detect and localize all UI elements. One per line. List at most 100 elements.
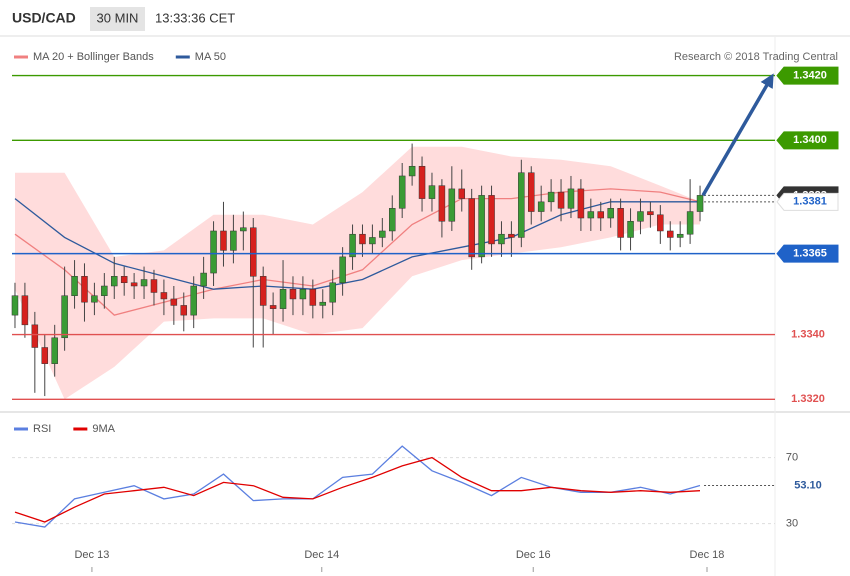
candle-body — [547, 191, 555, 203]
candle-body — [448, 188, 456, 222]
candle-body — [319, 301, 327, 306]
candle-body — [309, 288, 317, 306]
candle-body — [41, 347, 49, 364]
candle-body — [468, 198, 475, 258]
series-line — [14, 456, 701, 523]
projection-arrow — [701, 73, 774, 197]
legend-label: 9MA — [92, 423, 115, 435]
x-tick-label: Dec 13 — [74, 549, 109, 561]
candle-body — [21, 295, 29, 326]
candle-body — [81, 276, 88, 303]
candle-body — [349, 233, 356, 258]
candle-body — [686, 211, 694, 235]
x-tick-label: Dec 16 — [516, 549, 551, 561]
candle-body — [140, 279, 148, 287]
candle-body — [71, 276, 78, 296]
candle-body — [299, 288, 307, 300]
candle-body — [279, 288, 287, 309]
legend-label: MA 20 + Bollinger Bands — [33, 51, 154, 63]
symbol: USD/CAD — [12, 10, 76, 26]
candle-body — [498, 233, 505, 245]
candle-body — [408, 165, 416, 177]
level-label: 1.3400 — [793, 134, 827, 146]
candle-body — [150, 279, 158, 293]
candle-body — [250, 227, 257, 277]
candle-body — [210, 230, 217, 274]
candle-body — [359, 233, 366, 245]
level-label: 1.3340 — [791, 328, 825, 340]
candle-body — [528, 172, 535, 212]
level-tag — [776, 66, 839, 85]
candle-body — [339, 256, 346, 284]
legend-label: MA 50 — [195, 51, 226, 63]
candle-body — [398, 175, 406, 209]
candle-body — [518, 172, 525, 238]
x-tick-label: Dec 18 — [690, 549, 725, 561]
timeframe-box — [90, 7, 145, 31]
candle-body — [51, 337, 58, 364]
legend-label: RSI — [33, 423, 51, 435]
source: Research © 2018 Trading Central — [674, 51, 838, 63]
candle-body — [567, 188, 575, 209]
candle-body — [508, 233, 515, 238]
candle-body — [369, 237, 376, 245]
series-line — [14, 188, 701, 316]
level-tag — [776, 131, 839, 150]
candle-body — [120, 276, 128, 284]
candle-body — [557, 191, 565, 209]
candle-body — [61, 295, 68, 339]
candle-body — [329, 282, 336, 303]
candle-body — [269, 305, 277, 309]
candle-body — [478, 195, 485, 258]
series-line — [14, 198, 700, 290]
candle-body — [220, 230, 227, 251]
y-tick-label: 70 — [786, 452, 798, 464]
candle-body — [617, 208, 624, 238]
candle-body — [657, 214, 664, 232]
candle-body — [587, 211, 595, 219]
level-label: 1.3420 — [793, 70, 827, 82]
level-tag — [776, 192, 839, 211]
candle-body — [488, 195, 495, 245]
candle-body — [190, 285, 197, 316]
time: 13:33:36 CET — [155, 10, 235, 25]
candle-body — [289, 288, 297, 300]
candle-body — [111, 276, 118, 287]
candle-body — [537, 201, 545, 212]
candle-body — [31, 324, 39, 348]
candle-body — [91, 295, 98, 303]
level-label: 1.3320 — [791, 393, 825, 405]
candle-body — [200, 272, 207, 287]
candle-body — [240, 227, 247, 232]
timeframe: 30 MIN — [97, 10, 139, 25]
candle-body — [230, 230, 237, 251]
candle-body — [667, 230, 674, 238]
candle-body — [379, 230, 386, 238]
level-label: 53.10 — [794, 479, 822, 491]
candle-body — [676, 233, 684, 238]
candle-body — [607, 208, 614, 219]
candle-body — [11, 295, 19, 316]
candle-body — [438, 185, 446, 222]
candle-body — [627, 221, 634, 238]
candle-body — [597, 211, 605, 219]
candle-body — [130, 282, 138, 287]
y-tick-label: 30 — [786, 518, 798, 530]
level-tag — [776, 244, 839, 263]
candle-body — [418, 165, 426, 199]
candle-body — [428, 185, 436, 199]
candle-body — [170, 298, 178, 306]
level-label: 1.3381 — [793, 196, 827, 208]
candle-body — [577, 188, 585, 219]
candle-body — [180, 305, 188, 316]
level-label: 1.3365 — [793, 248, 827, 260]
candle-body — [259, 276, 267, 306]
candle-body — [696, 195, 704, 212]
x-tick-label: Dec 14 — [304, 549, 339, 561]
candle-body — [637, 211, 644, 222]
candle-body — [389, 208, 396, 232]
candle-body — [101, 285, 108, 296]
candle-body — [160, 292, 168, 300]
candle-body — [458, 188, 466, 199]
